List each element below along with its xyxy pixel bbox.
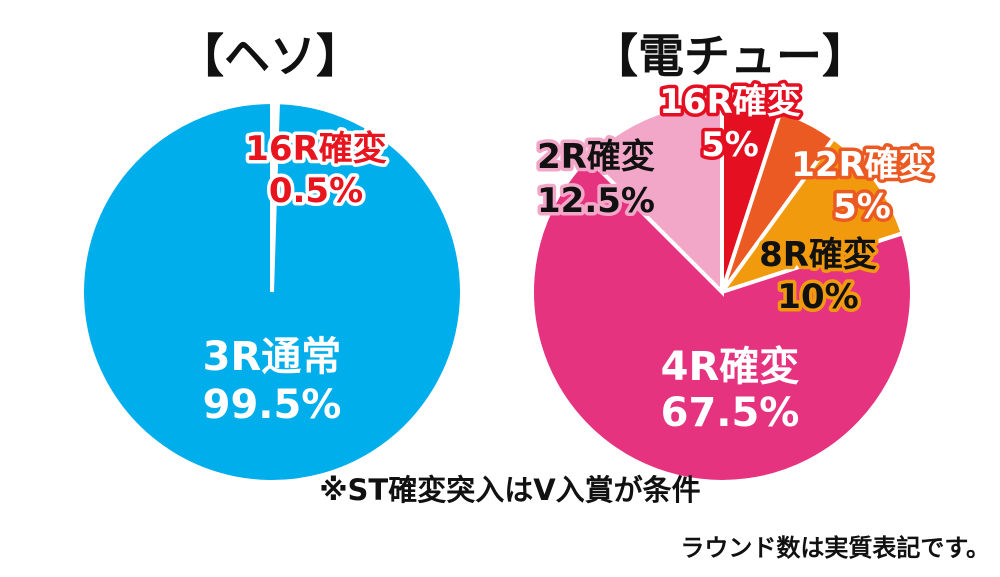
slice-value: 10% [777,277,858,317]
right-chart-title: 【電チュー】 [592,29,868,83]
pie-slice [79,99,464,484]
pie-slice [530,154,914,484]
pie-slice [716,135,906,296]
left-chart-title: 【ヘソ】 [178,29,362,83]
slice-value: 67.5% [661,390,800,436]
slice-label: 16R確変 [659,82,801,122]
pie-slice [584,99,724,297]
slice-value: 12.5% [537,181,655,221]
slice-value: 99.5% [203,382,342,428]
slice-label: 12R確変 [791,145,933,185]
round-footnote: ラウンド数は実質表記です。 [680,534,990,562]
slice-label: 4R確変 [661,344,800,390]
slice-value: 5% [701,125,759,165]
slice-label: 2R確変 [537,137,655,177]
slice-label: 3R通常 [203,334,342,380]
slice-value: 5% [833,187,891,227]
slice-label: 8R確変 [759,235,877,275]
slice-label: 16R確変 [245,129,387,169]
condition-note: ※ST確変突入はV入賞が条件 [319,473,701,507]
slice-value: 0.5% [269,171,363,211]
